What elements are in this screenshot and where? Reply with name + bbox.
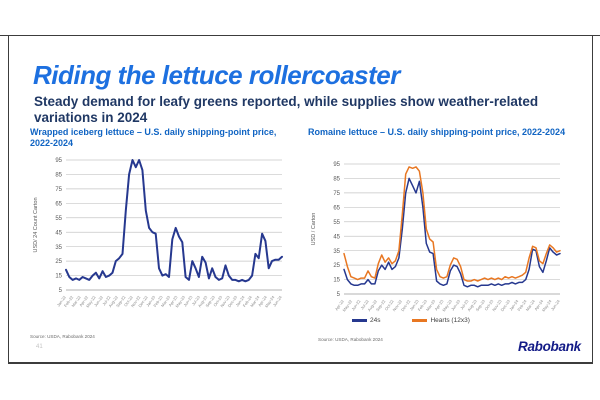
svg-text:Aug-22: Aug-22 xyxy=(107,294,119,308)
svg-text:Sep-22: Sep-22 xyxy=(375,298,387,312)
svg-text:Dec-23: Dec-23 xyxy=(227,294,239,308)
svg-text:Jul-23: Jul-23 xyxy=(459,298,470,310)
svg-text:Feb-23: Feb-23 xyxy=(152,294,164,308)
svg-text:USD / Carton: USD / Carton xyxy=(311,213,317,246)
slide-top-border xyxy=(0,35,600,36)
svg-text:Jan-22: Jan-22 xyxy=(56,294,68,308)
svg-text:Jun-23: Jun-23 xyxy=(182,294,194,308)
svg-text:Jan-23: Jan-23 xyxy=(409,298,421,312)
svg-text:Mar-24: Mar-24 xyxy=(249,294,261,308)
svg-text:Apr-23: Apr-23 xyxy=(168,294,179,307)
svg-text:Oct-22: Oct-22 xyxy=(384,298,395,311)
svg-text:45: 45 xyxy=(55,230,62,236)
svg-text:Sep-23: Sep-23 xyxy=(475,298,487,312)
svg-text:Nov-23: Nov-23 xyxy=(491,298,503,312)
svg-text:25: 25 xyxy=(55,259,62,265)
svg-text:Jun-24: Jun-24 xyxy=(550,298,562,312)
svg-text:15: 15 xyxy=(55,274,62,280)
svg-text:Feb-23: Feb-23 xyxy=(417,298,429,312)
svg-text:Jan-24: Jan-24 xyxy=(235,294,247,308)
svg-text:Mar-22: Mar-22 xyxy=(70,294,82,308)
svg-text:Jan-23: Jan-23 xyxy=(145,294,157,308)
legend-item-hearts: Hearts (12x3) xyxy=(412,316,470,324)
romaine-chart-source: Source: USDA, Rabobank 2024 xyxy=(318,337,383,342)
svg-text:Apr-22: Apr-22 xyxy=(334,298,345,311)
page-number: 41 xyxy=(36,344,43,350)
svg-text:Jun-22: Jun-22 xyxy=(93,294,105,308)
svg-text:Jun-23: Jun-23 xyxy=(450,298,462,312)
svg-text:75: 75 xyxy=(333,191,340,197)
svg-text:USD/ 24 Count Carton: USD/ 24 Count Carton xyxy=(33,197,39,252)
svg-text:Apr-24: Apr-24 xyxy=(257,294,268,307)
legend-item-24s: 24s xyxy=(352,317,380,324)
svg-text:Nov-22: Nov-22 xyxy=(392,298,404,312)
svg-text:Feb-24: Feb-24 xyxy=(516,298,528,312)
svg-text:55: 55 xyxy=(333,220,340,226)
svg-text:Jan-24: Jan-24 xyxy=(508,298,520,312)
svg-text:Nov-22: Nov-22 xyxy=(130,294,142,308)
svg-text:Aug-23: Aug-23 xyxy=(197,294,209,308)
slide-title: Riding the lettuce rollercoaster xyxy=(33,60,400,90)
svg-text:Dec-22: Dec-22 xyxy=(400,298,412,312)
romaine-lettuce-chart: Romaine lettuce – U.S. daily shipping-po… xyxy=(308,127,570,324)
svg-text:Oct-22: Oct-22 xyxy=(123,294,134,307)
slide-frame xyxy=(8,36,593,364)
svg-text:Jul-23: Jul-23 xyxy=(191,294,202,306)
iceberg-lettuce-chart: Wrapped iceberg lettuce – U.S. daily shi… xyxy=(30,127,284,321)
svg-text:Mar-23: Mar-23 xyxy=(160,294,172,308)
svg-text:Feb-24: Feb-24 xyxy=(242,294,254,308)
slide-subtitle: Steady demand for leafy greens reported,… xyxy=(34,94,539,125)
svg-text:45: 45 xyxy=(333,234,340,240)
svg-text:25: 25 xyxy=(333,263,340,269)
svg-text:75: 75 xyxy=(55,187,62,193)
svg-text:15: 15 xyxy=(333,278,340,284)
svg-text:95: 95 xyxy=(333,162,340,168)
svg-text:Jul-22: Jul-22 xyxy=(101,294,112,306)
rabobank-logo: Rabobank xyxy=(518,339,581,354)
svg-text:Feb-22: Feb-22 xyxy=(63,294,75,308)
svg-text:Oct-23: Oct-23 xyxy=(212,294,223,307)
svg-text:55: 55 xyxy=(55,216,62,222)
svg-text:85: 85 xyxy=(333,177,340,183)
svg-text:35: 35 xyxy=(55,245,62,251)
svg-text:95: 95 xyxy=(55,158,62,164)
svg-text:Jun-24: Jun-24 xyxy=(272,294,284,308)
legend-label-24s: 24s xyxy=(370,316,381,324)
svg-text:Mar-24: Mar-24 xyxy=(525,298,537,312)
svg-text:65: 65 xyxy=(55,201,62,207)
svg-text:Mar-23: Mar-23 xyxy=(425,298,437,312)
svg-text:Oct-23: Oct-23 xyxy=(483,298,494,311)
iceberg-chart-plot: 5 15 25 35 45 55 65 75 85 95 USD/ 24 Count Carton J… xyxy=(30,152,284,321)
iceberg-chart-title: Wrapped iceberg lettuce – U.S. daily shi… xyxy=(30,127,277,148)
svg-text:Dec-22: Dec-22 xyxy=(137,294,149,308)
svg-text:Apr-24: Apr-24 xyxy=(533,298,544,311)
iceberg-chart-source: Source: USDA, Rabobank 2024 xyxy=(30,334,95,339)
svg-text:Apr-22: Apr-22 xyxy=(78,294,89,307)
legend-label-hearts: Hearts (12x3) xyxy=(430,316,470,324)
svg-text:5: 5 xyxy=(59,288,63,294)
svg-text:Dec-23: Dec-23 xyxy=(500,298,512,312)
svg-text:Jul-22: Jul-22 xyxy=(359,298,370,310)
svg-text:Aug-23: Aug-23 xyxy=(466,298,478,312)
svg-text:Nov-23: Nov-23 xyxy=(219,294,231,308)
romaine-chart-plot: 5 15 25 35 45 55 65 75 85 95 USD / Carton Apr-22 May… xyxy=(308,156,570,325)
legend-swatch-hearts xyxy=(412,319,428,322)
romaine-chart-legend: 24s Hearts (12x3) xyxy=(352,317,570,324)
svg-text:Jun-22: Jun-22 xyxy=(350,298,362,312)
svg-text:65: 65 xyxy=(333,205,340,211)
svg-text:35: 35 xyxy=(333,249,340,255)
romaine-chart-title: Romaine lettuce – U.S. daily shipping-po… xyxy=(308,127,566,137)
svg-text:Aug-22: Aug-22 xyxy=(367,298,379,312)
svg-text:5: 5 xyxy=(337,292,341,298)
svg-text:Apr-23: Apr-23 xyxy=(434,298,445,311)
svg-text:85: 85 xyxy=(55,172,62,178)
legend-swatch-24s xyxy=(352,319,367,322)
svg-text:Sep-22: Sep-22 xyxy=(115,294,127,308)
svg-text:Sep-23: Sep-23 xyxy=(204,294,216,308)
